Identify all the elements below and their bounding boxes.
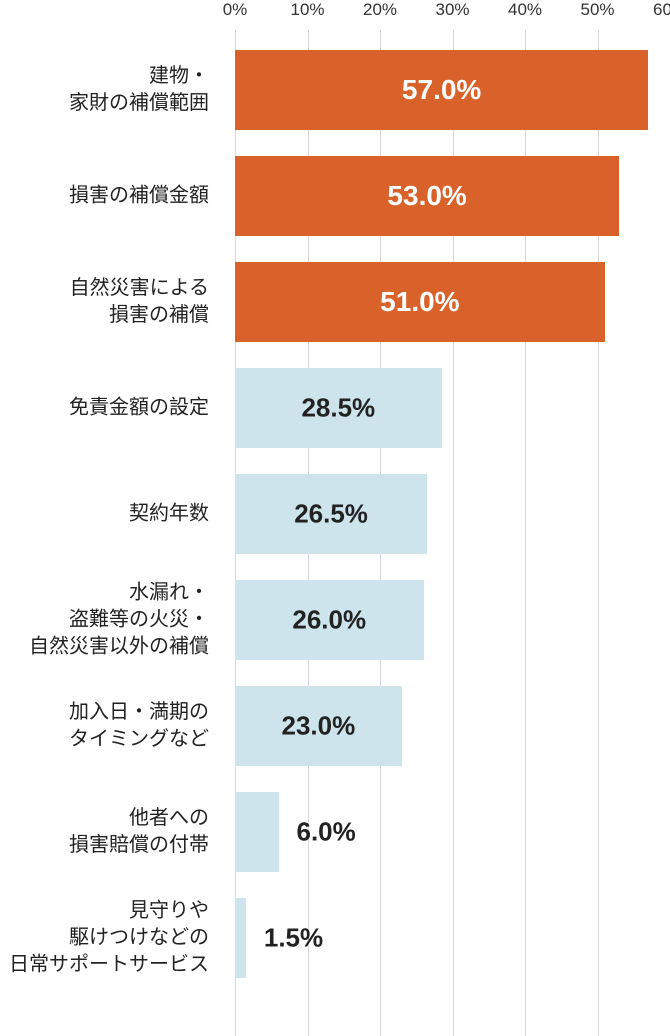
bar xyxy=(235,898,246,978)
x-tick-label: 40% xyxy=(508,0,542,20)
x-tick-label: 20% xyxy=(363,0,397,20)
category-label: 加入日・満期のタイミングなど xyxy=(0,699,222,753)
x-tick-label: 0% xyxy=(223,0,248,20)
bar-row: 他者への損害賠償の付帯6.0% xyxy=(235,792,670,872)
value-label: 26.5% xyxy=(235,499,427,530)
x-tick-label: 60% xyxy=(653,0,670,20)
value-label: 51.0% xyxy=(235,286,605,318)
category-label: 建物・家財の補償範囲 xyxy=(0,63,222,117)
value-label: 23.0% xyxy=(235,711,402,742)
x-tick-label: 10% xyxy=(290,0,324,20)
category-label: 自然災害による損害の補償 xyxy=(0,275,222,329)
horizontal-bar-chart: 0%10%20%30%40%50%60% 建物・家財の補償範囲57.0%損害の補… xyxy=(0,0,670,1036)
value-label: 57.0% xyxy=(235,74,648,106)
value-label: 1.5% xyxy=(264,923,323,954)
x-tick-label: 50% xyxy=(580,0,614,20)
category-label: 免責金額の設定 xyxy=(0,395,222,422)
category-label: 見守りや駆けつけなどの日常サポートサービス xyxy=(0,898,222,979)
category-label: 損害の補償金額 xyxy=(0,183,222,210)
x-tick-label: 30% xyxy=(435,0,469,20)
bar-row: 見守りや駆けつけなどの日常サポートサービス1.5% xyxy=(235,898,670,978)
category-label: 他者への損害賠償の付帯 xyxy=(0,805,222,859)
bar-row: 水漏れ・盗難等の火災・自然災害以外の補償26.0% xyxy=(235,580,670,660)
plot-area: 建物・家財の補償範囲57.0% 損害の補償金額53.0% 自然災害による損害の補償5… xyxy=(235,30,670,1036)
category-label: 契約年数 xyxy=(0,501,222,528)
bar-row: 建物・家財の補償範囲57.0% xyxy=(235,50,670,130)
bar-row: 自然災害による損害の補償51.0% xyxy=(235,262,670,342)
value-label: 53.0% xyxy=(235,180,619,212)
value-label: 26.0% xyxy=(235,605,424,636)
category-label: 水漏れ・盗難等の火災・自然災害以外の補償 xyxy=(0,580,222,661)
bar xyxy=(235,792,279,872)
value-label: 28.5% xyxy=(235,393,442,424)
value-label: 6.0% xyxy=(297,817,356,848)
bar-row: 損害の補償金額53.0% xyxy=(235,156,670,236)
bar-row: 免責金額の設定28.5% xyxy=(235,368,670,448)
bar-row: 契約年数26.5% xyxy=(235,474,670,554)
bar-row: 加入日・満期のタイミングなど23.0% xyxy=(235,686,670,766)
